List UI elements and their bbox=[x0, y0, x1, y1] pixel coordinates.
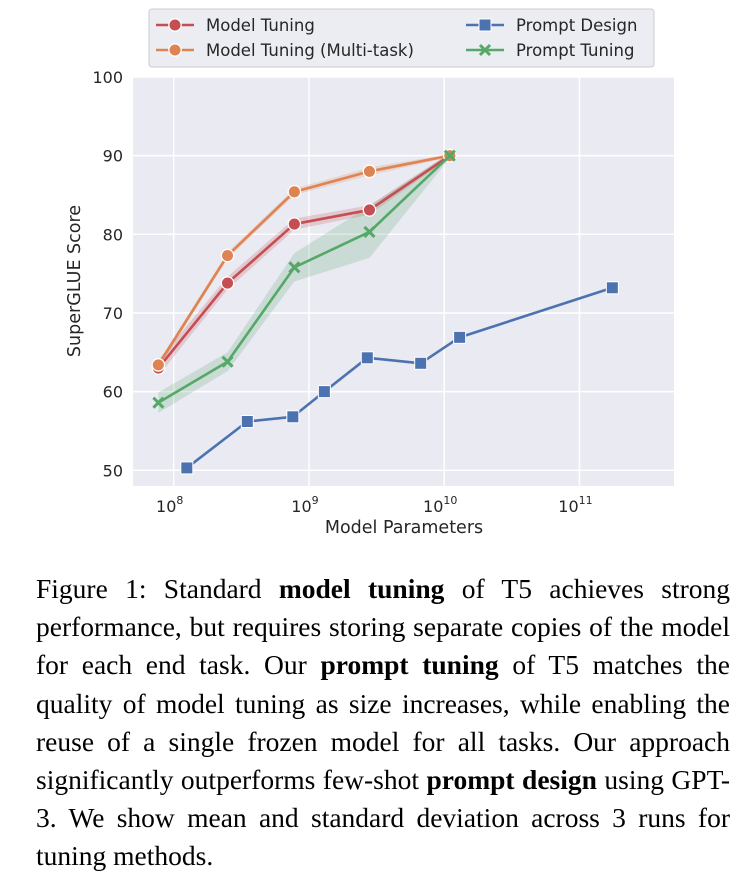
caption-text: using GPT-3. We show mean and standard d… bbox=[36, 764, 731, 872]
prompt-design-point bbox=[453, 330, 467, 344]
prompt-design-point bbox=[286, 410, 300, 424]
y-tick-label: 80 bbox=[103, 225, 123, 244]
model-tuning-multi-task-legend-label: Model Tuning (Multi-task) bbox=[206, 41, 414, 60]
y-axis-ticks: 50 60 70 80 90 100 bbox=[92, 68, 123, 480]
prompt-tuning-point bbox=[288, 261, 301, 274]
prompt-design-point bbox=[414, 356, 428, 370]
model-tuning-point bbox=[287, 217, 302, 231]
prompt-tuning-std-band bbox=[158, 153, 450, 413]
y-tick-label: 50 bbox=[103, 461, 123, 480]
prompt-design-legend-label: Prompt Design bbox=[516, 16, 637, 35]
model-tuning-legend-marker bbox=[168, 18, 182, 32]
prompt-design-point bbox=[605, 281, 619, 295]
prompt-design-legend-marker bbox=[478, 18, 492, 32]
prompt-design-point bbox=[317, 385, 331, 399]
prompt-tuning-point bbox=[443, 149, 456, 162]
model-tuning-multi-task-point bbox=[151, 358, 166, 372]
gridlines bbox=[133, 76, 674, 486]
x-tick-label: 109 bbox=[291, 494, 318, 516]
prompt-tuning-point bbox=[363, 225, 376, 239]
caption-bold-term: prompt tuning bbox=[320, 649, 499, 681]
prompt-tuning-point bbox=[221, 355, 234, 368]
model-tuning-point bbox=[220, 276, 235, 290]
legend: Model Tuning Model Tuning (Multi-task) Pro… bbox=[148, 8, 655, 68]
model-tuning-multi-task-point bbox=[220, 248, 235, 263]
model-tuning-std-band bbox=[158, 153, 450, 376]
error-bands bbox=[158, 153, 450, 413]
legend-frame bbox=[148, 8, 655, 68]
model-tuning-legend-label: Model Tuning bbox=[206, 16, 315, 35]
x-axis-ticks: 108 109 1010 1011 bbox=[156, 494, 593, 516]
model-tuning-point bbox=[362, 203, 377, 217]
plot-background bbox=[133, 77, 674, 486]
x-tick-label: 108 bbox=[156, 494, 183, 516]
prompt-tuning-point bbox=[152, 396, 165, 409]
prompt-design-point bbox=[180, 461, 194, 475]
model-tuning-multi-task-point bbox=[362, 164, 377, 179]
y-tick-label: 90 bbox=[103, 147, 123, 166]
figure-chart: 50 60 70 80 90 100 108 109 1010 1011 SuperGLUE S… bbox=[65, 8, 674, 538]
y-tick-label: 70 bbox=[103, 304, 123, 323]
y-axis-label: SuperGLUE Score bbox=[65, 205, 85, 357]
caption-bold-term: prompt design bbox=[426, 764, 597, 796]
model-tuning-multi-task-legend-marker bbox=[168, 43, 182, 57]
model-tuning-multi-task-point bbox=[287, 184, 302, 199]
y-tick-label: 60 bbox=[103, 383, 123, 402]
caption-text: of T5 achieves strong performance, but r… bbox=[36, 573, 730, 681]
prompt-tuning-legend-marker bbox=[478, 43, 492, 57]
caption-text: Figure 1: Standard bbox=[36, 573, 279, 604]
prompt-design-point bbox=[360, 351, 374, 365]
y-tick-label: 100 bbox=[92, 68, 123, 87]
prompt-tuning-legend-label: Prompt Tuning bbox=[516, 41, 634, 60]
series-markers bbox=[151, 148, 619, 475]
caption-text: of T5 matches the quality of model tunin… bbox=[36, 649, 730, 796]
prompt-design-point bbox=[240, 415, 254, 429]
x-tick-label: 1010 bbox=[423, 494, 457, 516]
figure-caption: Figure 1: Standard model tuning of T5 ac… bbox=[36, 570, 730, 876]
x-axis-label: Model Parameters bbox=[325, 518, 483, 538]
x-tick-label: 1011 bbox=[558, 494, 592, 516]
caption-bold-term: model tuning bbox=[278, 573, 445, 604]
